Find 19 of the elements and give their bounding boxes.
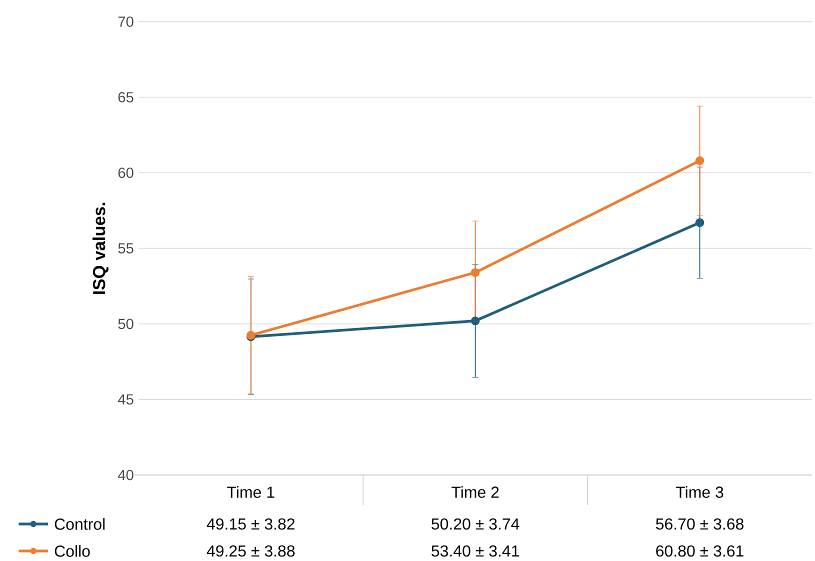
y-tick-label: 40 bbox=[118, 470, 134, 480]
x-tick-label: Time 2 bbox=[452, 486, 499, 498]
data-label: 53.40 ± 3.41 bbox=[432, 545, 519, 556]
legend-label: Control bbox=[54, 518, 105, 530]
legend-label: Collo bbox=[54, 544, 90, 557]
y-tick-label: 55 bbox=[118, 243, 134, 254]
x-tick-label: Time 1 bbox=[227, 486, 274, 498]
y-tick-label: 70 bbox=[118, 16, 134, 27]
data-label: 56.70 ± 3.68 bbox=[656, 518, 744, 530]
y-axis-title: ISQ values. bbox=[92, 202, 108, 294]
data-label: 49.25 ± 3.88 bbox=[206, 545, 295, 556]
y-tick-label: 65 bbox=[118, 92, 134, 102]
data-label: 50.20 ± 3.74 bbox=[432, 518, 520, 530]
x-tick-label: Time 3 bbox=[676, 486, 724, 498]
data-label: 49.15 ± 3.82 bbox=[206, 518, 294, 530]
y-tick-label: 50 bbox=[118, 318, 134, 329]
y-tick-label: 45 bbox=[118, 394, 134, 404]
y-tick-label: 60 bbox=[118, 167, 134, 178]
data-label: 60.80 ± 3.61 bbox=[656, 545, 744, 556]
